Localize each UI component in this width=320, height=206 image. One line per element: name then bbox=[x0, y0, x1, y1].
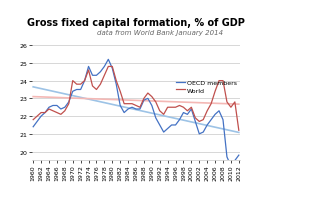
World bbox=[31, 119, 35, 121]
Line: OECD members: OECD members bbox=[33, 60, 239, 166]
Title: Gross fixed capital formation, % of GDP: Gross fixed capital formation, % of GDP bbox=[27, 18, 245, 28]
OECD members bbox=[154, 117, 158, 119]
OECD members bbox=[31, 126, 35, 128]
OECD members bbox=[237, 154, 241, 157]
World bbox=[158, 110, 162, 112]
World bbox=[193, 117, 197, 119]
OECD members bbox=[170, 124, 173, 127]
OECD members bbox=[158, 124, 162, 127]
Text: data from World Bank January 2014: data from World Bank January 2014 bbox=[97, 30, 223, 36]
OECD members bbox=[106, 59, 110, 61]
OECD members bbox=[166, 128, 170, 130]
OECD members bbox=[193, 121, 197, 123]
Legend: OECD members, World: OECD members, World bbox=[176, 80, 237, 93]
World bbox=[166, 107, 170, 109]
World bbox=[154, 101, 158, 104]
World bbox=[217, 80, 221, 82]
World bbox=[87, 69, 91, 72]
OECD members bbox=[87, 66, 91, 68]
Line: World: World bbox=[33, 67, 239, 131]
World bbox=[106, 66, 110, 68]
World bbox=[237, 129, 241, 132]
OECD members bbox=[229, 165, 233, 167]
